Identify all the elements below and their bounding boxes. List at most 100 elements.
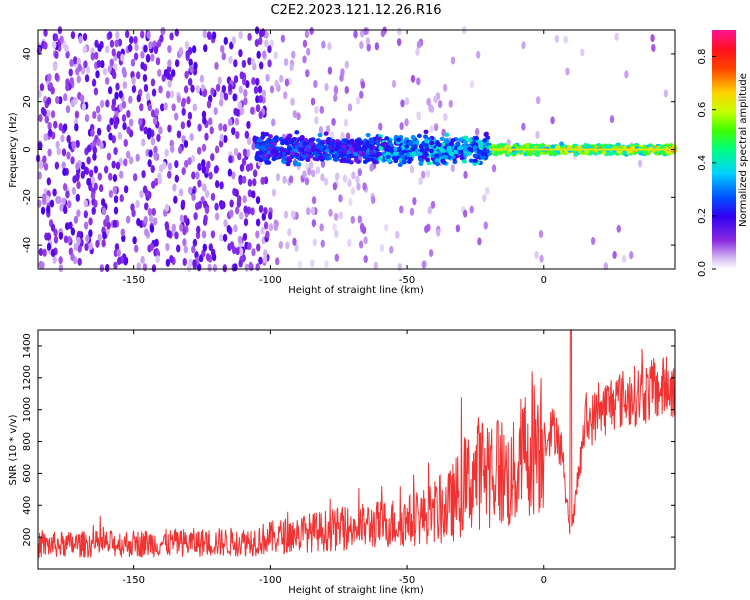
- spectrogram-cell: [289, 63, 294, 72]
- spectrogram-cell: [521, 122, 526, 131]
- spectrogram-cell: [186, 264, 192, 273]
- spectrogram-cell: [440, 148, 446, 153]
- spectrogram-cell: [222, 233, 228, 242]
- spectrogram-cell: [370, 153, 376, 158]
- spectrogram-cell: [50, 248, 56, 257]
- spectrogram-cell: [38, 114, 43, 123]
- spectrogram-cell: [385, 154, 391, 160]
- spectrogram-cell: [238, 85, 244, 94]
- spectrogram-cell: [140, 61, 145, 70]
- spectrogram-cell: [305, 69, 310, 78]
- spectrogram-cell: [101, 207, 107, 216]
- spectrogram-cell: [183, 85, 189, 94]
- spectrogram-cell: [245, 149, 251, 158]
- spectrogram-cell: [90, 128, 95, 137]
- spectrogram-cell: [273, 223, 278, 232]
- spectrogram-cell: [350, 187, 356, 196]
- spectrogram-cell: [139, 30, 145, 39]
- spectrogram-cell: [348, 198, 353, 207]
- spectrogram-cell: [263, 153, 269, 158]
- spectrogram-cell: [267, 45, 272, 54]
- x-tick-label: -50: [399, 275, 415, 286]
- spectrogram-cell: [201, 165, 206, 174]
- spectrogram-cell: [52, 63, 58, 72]
- spectrogram-cell: [218, 123, 223, 132]
- spectrogram-cell: [223, 219, 228, 228]
- spectrogram-cell: [254, 143, 260, 148]
- spectrogram-cell: [429, 125, 434, 134]
- spectrogram-cell: [242, 232, 248, 241]
- spectrogram-cell: [416, 112, 422, 121]
- spectrogram-cell: [423, 143, 429, 148]
- spectrogram-cell: [52, 188, 57, 197]
- colorbar-tick-label: 0.0: [697, 261, 708, 277]
- spectrogram-cell: [251, 248, 256, 257]
- spectrogram-cell: [376, 151, 382, 157]
- spectrogram-cell: [82, 45, 87, 54]
- spectrogram-cell: [329, 131, 335, 140]
- spectrogram-cell: [76, 209, 81, 218]
- spectrogram-cell: [184, 159, 189, 168]
- spectrogram-cell: [109, 39, 115, 48]
- spectrogram-cell: [80, 66, 86, 75]
- spectrogram-cell: [333, 212, 339, 221]
- spectrogram-cell: [182, 227, 187, 236]
- spectrogram-cell: [350, 215, 355, 224]
- spectrogram-cell: [77, 257, 82, 266]
- spectrogram-cell: [161, 27, 166, 36]
- spectrogram-cell: [84, 74, 90, 83]
- spectrogram-cell: [54, 161, 60, 170]
- spectrogram-cell: [247, 57, 252, 66]
- spectrogram-cell: [310, 206, 316, 215]
- spectrogram-cell: [318, 126, 324, 135]
- spectrogram-cell: [213, 107, 218, 116]
- spectrogram-cell: [401, 158, 407, 164]
- spectrogram-cell: [621, 254, 627, 263]
- spectrogram-cell: [56, 147, 61, 156]
- spectrogram-cell: [190, 84, 195, 93]
- spectrogram-cell: [164, 148, 169, 157]
- spectrogram-cell: [369, 163, 374, 172]
- spectrogram-cell: [211, 31, 217, 40]
- spectrogram-cell: [233, 59, 238, 68]
- spectrogram-cell: [482, 194, 487, 203]
- spectrogram-cell: [624, 70, 629, 79]
- spectrogram-cell: [412, 144, 418, 149]
- spectrogram-cell: [422, 134, 428, 139]
- spectrogram-cell: [37, 89, 42, 98]
- spectrogram-cell: [227, 168, 233, 177]
- spectrogram-cell: [169, 90, 175, 99]
- spectrogram-cell: [284, 78, 290, 87]
- spectrogram-cell: [151, 207, 156, 216]
- spectrogram-cell: [416, 133, 422, 139]
- spectrogram-cell: [79, 94, 85, 103]
- spectrogram-cell: [396, 38, 402, 47]
- spectrogram-cell: [573, 152, 579, 157]
- spectrogram-cell: [42, 248, 47, 257]
- spectrogram-cell: [70, 227, 76, 236]
- spectrogram-cell: [477, 237, 482, 246]
- spectrogram-cell: [205, 189, 210, 198]
- spectrogram-cell: [429, 105, 435, 114]
- spectrogram-cell: [186, 119, 192, 128]
- spectrogram-cell: [174, 174, 180, 183]
- spectrogram-cell: [609, 115, 615, 124]
- spectrogram-cell: [256, 50, 261, 59]
- spectrogram-cell: [147, 208, 153, 217]
- spectrogram-cell: [40, 206, 46, 215]
- snr-x-ticks: -150 -100 -50 0: [122, 330, 547, 586]
- spectrogram-cell: [72, 175, 77, 184]
- spectrogram-cell: [416, 77, 421, 86]
- spectrogram-cell: [197, 179, 202, 188]
- spectrogram-cell: [113, 147, 118, 156]
- spectrogram-cell: [165, 258, 171, 267]
- spectrogram-cell: [651, 43, 656, 52]
- spectrogram-cell: [485, 186, 490, 195]
- spectrogram-cell: [264, 30, 269, 39]
- spectrogram-cell: [90, 191, 96, 200]
- spectrogram-cell: [217, 76, 222, 85]
- spectrogram-cell: [111, 48, 116, 57]
- spectrogram-cell: [106, 221, 111, 230]
- spectrogram-cell: [360, 80, 366, 89]
- spectrogram-cell: [76, 236, 81, 245]
